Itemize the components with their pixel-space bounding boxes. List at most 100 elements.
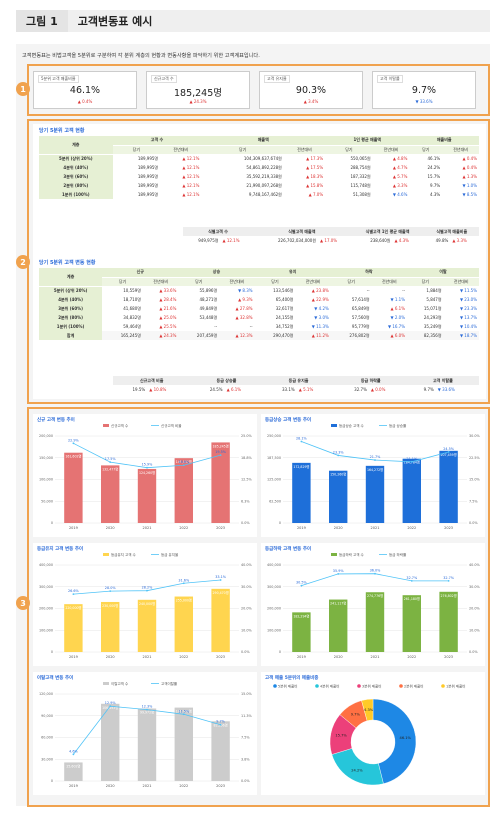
cell-value: 35,592,219,338원	[246, 173, 282, 179]
legend-swatch	[399, 684, 403, 688]
kpi-card: 신규고객 수 185,245명 ▲ 24.3%	[146, 71, 250, 109]
rate-point	[447, 579, 450, 582]
x-tick-label: 2021	[143, 784, 152, 788]
column-subheader: 당기	[102, 277, 143, 287]
y-tick-label: 400,000	[39, 563, 53, 567]
cell-value: 550,065원	[350, 155, 371, 161]
column-subheader: 전년대비	[283, 145, 326, 155]
legend-swatch	[273, 684, 277, 688]
column-group-header: 상승	[178, 268, 255, 278]
cell-change: ▲ 7.0%	[308, 192, 324, 197]
summary-change: ▲ 12.1%	[222, 238, 240, 243]
cell-value: 18,710명	[123, 296, 141, 302]
cell-value: 189,995명	[137, 164, 159, 170]
segment-status-table: 계층 고객 수 매출액 1인 평균 매출액 매출비율 당기 전년대비 당기 전년대비 당기 전년대비…	[39, 136, 479, 199]
table-row: 5분위 (상위 20%) 10,559명 ▲ 33.6% 55,896명 ▼ 8.3% 1…	[39, 286, 479, 295]
y-tick-label: 0	[279, 650, 281, 654]
cell-value: 115,748원	[350, 182, 371, 188]
column-subheader: 전년대비	[219, 277, 255, 287]
rate-point	[219, 454, 222, 457]
kpi-label: 신규고객 수	[151, 75, 177, 83]
summary-header: 고객 이탈률	[406, 376, 479, 385]
cell-change: ▲ 33.6%	[159, 288, 177, 294]
table-subheader-row: 당기 전년대비 당기 전년대비 당기 전년대비 당기 전년대비	[39, 145, 479, 155]
bar-data-label: 276,802명	[441, 593, 457, 598]
y2-tick-label: 7.5%	[469, 499, 478, 503]
summary-value: 24.5%	[209, 387, 223, 392]
column-subheader: 당기	[178, 277, 220, 287]
bar-data-label: 149,037명	[176, 459, 192, 464]
cell-change: ▲ 4.7%	[392, 165, 408, 170]
y-tick-label: 100,000	[39, 478, 53, 482]
rate-point	[219, 579, 222, 581]
kpi-card: 고객 유지율 90.3% ▲ 3.4%	[259, 71, 363, 109]
chart-panel: 등급유지 고객 변동 추이 0 0.0% 100,000 10.0% 200,000 20.…	[33, 543, 257, 666]
cell-change: ▼ 8.5%	[462, 192, 477, 197]
chart-panel: 등급상승 고객 변동 추이 0 0.0% 62,500 7.5% 125,000 15.0%…	[261, 414, 485, 537]
slice-data-label: 24.2%	[351, 768, 363, 772]
row-header: 5분위 (상위 20%)	[39, 286, 103, 295]
column-subheader: 전년대비	[295, 277, 331, 287]
rate-point	[109, 705, 112, 708]
chart-svg: 0 0.0% 50,000 6.3% 100,000 12.5% 150,000 18.8% 2…	[39, 423, 253, 530]
section-badge-2: 2	[16, 255, 30, 269]
y2-tick-label: 7.5%	[241, 736, 250, 740]
legend-label: 등급 유지율	[161, 552, 179, 557]
bar	[64, 604, 83, 652]
table-row: 2분위 (80%) 189,995명 ▲ 12.1% 21,990,097,268원 ▲…	[39, 181, 479, 190]
cell-change: ▲ 12.1%	[182, 165, 200, 170]
cell-value: 32,617명	[275, 305, 294, 311]
row-header: 3분위 (60%)	[39, 304, 103, 313]
rate-point	[447, 451, 450, 453]
cell-value: 55,896명	[199, 287, 218, 293]
chart-panel: 등급하락 고객 변동 추이 0 0.0% 100,000 10.0% 200,000 20.…	[261, 543, 485, 666]
rate-data-label: 28.0%	[105, 586, 117, 590]
rate-point	[300, 584, 303, 587]
kpi-change: ▲ 0.4%	[77, 99, 93, 104]
table-row: 3분위 (60%) 41,680명 ▲ 21.6% 49,849명 ▲ 27.8% 32,…	[39, 304, 479, 313]
cell-change: ▲ 6.0%	[390, 333, 406, 338]
column-subheader: 당기	[407, 277, 444, 287]
bar	[101, 465, 120, 523]
summary-change: ▲ 17.0%	[320, 238, 338, 243]
cell-change: ▲ 24.3%	[159, 333, 177, 338]
chart-svg: 0 0.0% 100,000 10.0% 200,000 20.0% 300,000 30.0…	[39, 552, 253, 659]
rate-line	[301, 573, 449, 587]
cell-value: 95,779명	[351, 323, 370, 329]
rate-point	[182, 713, 185, 716]
summary-header-row: 신규고객 비율 등급 상승률 등급 유지율 등급 하락률 고객 이탈률	[113, 376, 479, 385]
section-badge-1: 1	[16, 82, 30, 96]
y2-tick-label: 18.8%	[241, 456, 253, 460]
rate-point	[374, 572, 376, 575]
x-tick-label: 2022	[407, 526, 416, 530]
figure-title: 고객변동표 예시	[77, 15, 153, 28]
bar	[101, 703, 120, 781]
cell-value: 10,559명	[123, 287, 141, 293]
tables-panel: 당기 5분위 고객 현황 계층 고객 수 매출액 1인 평균 매출액 매출비율 당기 전년대…	[33, 124, 486, 399]
column-subheader: 당기	[330, 277, 372, 287]
chart-panel: 이탈고객 변동 추이 0 0.0% 30,000 3.8% 60,000 7.5% 90,00…	[33, 672, 257, 795]
x-tick-label: 2022	[179, 655, 188, 659]
y-tick-label: 300,000	[267, 585, 281, 589]
cell-value: 41,680명	[123, 305, 141, 311]
cell-value: 48,271명	[199, 296, 218, 302]
kpi-card: 5분위 고객 매출비율 46.1% ▲ 0.4%	[33, 71, 137, 109]
cell-change: ▼ 16.7%	[387, 324, 406, 329]
column-subheader: 전년대비	[160, 145, 202, 155]
table-row: 1분위 (100%) 59,464명 ▲ 25.5% -- -- 34,752명 ▼ 11.…	[39, 322, 479, 331]
chart-title: 신규 고객 변동 추이	[37, 418, 75, 423]
slice-data-label: 15.7%	[335, 734, 347, 738]
table-header-row: 계층 신규 상승 유지 하락 이탈	[39, 268, 479, 287]
cell-value: 24.2%	[427, 165, 441, 170]
summary-change: ▲ 4.3%	[394, 238, 409, 243]
row-header: 2분위 (80%)	[39, 313, 103, 322]
rate-data-label: 36.0%	[370, 569, 382, 573]
y2-tick-label: 6.3%	[241, 499, 250, 503]
description-text: 고객변동표는 비법고객을 5분위로 구분하여 각 분위 계층의 현황과 변동사항…	[22, 53, 260, 59]
legend-label: 등급 상승률	[389, 423, 407, 428]
cell-change: ▲ 0.4%	[462, 156, 477, 162]
kpi-label: 5분위 고객 매출비율	[38, 75, 79, 83]
chart-panel: 신규 고객 변동 추이 0 0.0% 50,000 6.3% 100,000 12.5% 15…	[33, 414, 257, 537]
cell-change: ▲ 23.8%	[311, 288, 329, 294]
bar-data-label: 106,493명	[102, 705, 118, 710]
